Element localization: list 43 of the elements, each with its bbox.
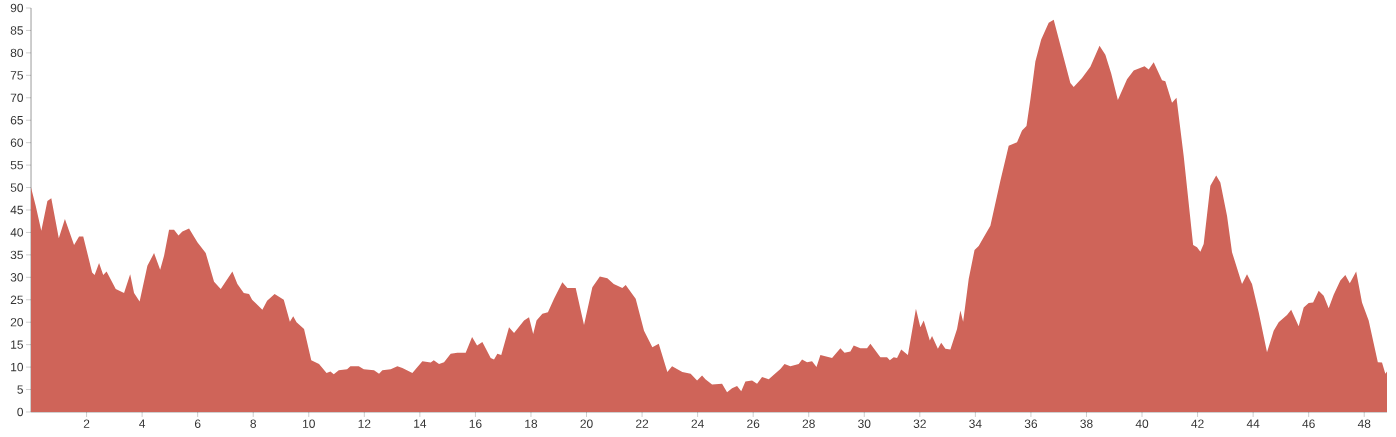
x-tick-label: 40: [1135, 419, 1149, 428]
x-tick-label: 34: [969, 419, 982, 428]
y-tick-label: 15: [11, 340, 23, 349]
y-tick-label: 35: [10, 250, 23, 260]
y-tick-label: 20: [10, 317, 24, 327]
x-tick-label: 8: [250, 419, 257, 428]
x-tick-label: 36: [1024, 419, 1038, 428]
y-tick-label: 5: [17, 385, 23, 394]
y-tick-label: 50: [10, 183, 24, 192]
x-tick-label: 32: [913, 419, 926, 428]
y-tick-label: 65: [10, 115, 23, 125]
x-tick-label: 30: [858, 419, 871, 428]
y-tick-label: 30: [10, 273, 24, 282]
y-tick-label: 85: [10, 26, 23, 35]
y-tick-label: 60: [10, 138, 24, 147]
x-tick-label: 4: [139, 419, 146, 428]
y-tick-label: 55: [10, 160, 23, 170]
x-tick-label: 10: [303, 419, 315, 428]
x-tick-label: 24: [691, 419, 704, 428]
y-tick-label: 45: [10, 205, 23, 215]
y-tick-label: 70: [10, 93, 24, 102]
x-tick-label: 12: [358, 419, 371, 428]
y-tick-label: 25: [10, 295, 23, 304]
x-tick-label: 2: [83, 419, 90, 428]
x-tick-label: 14: [414, 419, 427, 428]
x-tick-label: 20: [580, 419, 593, 428]
x-tick-label: 6: [194, 419, 201, 428]
x-tick-label: 28: [802, 419, 815, 428]
x-tick-label: 48: [1357, 419, 1371, 428]
y-tick-label: 80: [10, 48, 24, 58]
x-tick-label: 46: [1302, 419, 1315, 428]
x-tick-label: 26: [747, 419, 760, 428]
x-tick-label: 16: [469, 419, 482, 428]
x-tick-label: 44: [1246, 419, 1260, 428]
y-tick-label: 75: [10, 71, 23, 80]
x-tick-label: 22: [636, 419, 649, 428]
x-tick-label: 38: [1080, 419, 1093, 428]
y-tick-label: 90: [10, 3, 24, 13]
y-tick-label: 10: [11, 362, 24, 372]
x-tick-label: 42: [1191, 419, 1204, 428]
y-tick-label: 40: [10, 228, 24, 237]
y-tick-label: 0: [17, 407, 24, 417]
x-tick-label: 18: [525, 419, 538, 428]
